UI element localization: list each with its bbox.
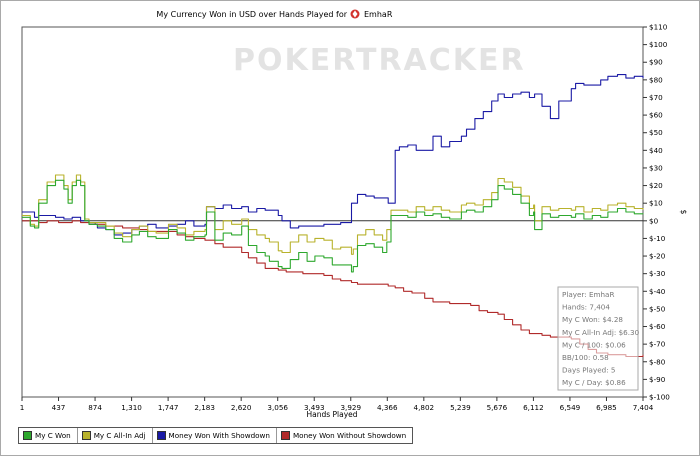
x-tick-label: 2,620: [231, 403, 252, 412]
stats-box: Player: EmhaR Hands: 7,404 My C Won: $4.28…: [557, 286, 640, 391]
y-tick-label: $0: [649, 216, 659, 225]
legend-swatch: [23, 431, 32, 440]
legend-item[interactable]: My C Won: [19, 428, 77, 443]
x-tick-label: 6,549: [560, 403, 581, 412]
stats-line: My C / 100: $0.06: [562, 340, 626, 349]
y-tick-label: $20: [649, 181, 663, 190]
y-tick-label: $-80: [649, 357, 666, 366]
x-tick-label: 6,985: [596, 403, 617, 412]
legend-item[interactable]: Money Won With Showdown: [151, 428, 276, 443]
y-tick-label: $30: [649, 163, 663, 172]
x-axis-title: Hands Played: [306, 410, 357, 419]
series-layer: [22, 74, 644, 358]
x-tick-label: 6,112: [523, 403, 544, 412]
legend-label: Money Won With Showdown: [168, 431, 270, 440]
legend-swatch: [81, 431, 91, 440]
stats-line: Hands: 7,404: [562, 303, 610, 312]
y-tick-label: $60: [649, 111, 663, 120]
x-tick-label: 3,056: [267, 403, 288, 412]
chart-title: My Currency Won in USD over Hands Played…: [156, 10, 347, 19]
plot-area: [21, 26, 644, 398]
axis-ticks: 1 437 874 1,310 1,747 2,183 2,620 3,056 3,493 3,9…: [20, 23, 671, 413]
y-tick-label: $-20: [649, 252, 666, 261]
x-tick-label: 3,493: [304, 403, 325, 412]
y-tick-label: $-40: [649, 287, 666, 296]
legend-item[interactable]: My C All-In Adj: [76, 428, 152, 443]
legend-swatch: [156, 431, 166, 440]
y-tick-label: $50: [649, 128, 663, 137]
series-line-my-c-won: [22, 179, 644, 273]
stats-line: BB/100: 0.58: [562, 353, 609, 362]
x-tick-label: 1,310: [121, 403, 142, 412]
legend-label: Money Won Without Showdown: [292, 431, 407, 440]
y-tick-label: $-60: [649, 322, 666, 331]
y-tick-label: $70: [649, 93, 663, 102]
x-tick-label: 5,676: [487, 403, 508, 412]
y-tick-label: $-100: [649, 393, 670, 402]
y-tick-label: $10: [649, 199, 663, 208]
y-tick-label: $-70: [649, 340, 666, 349]
watermark: POKERTRACKER: [233, 43, 526, 78]
y-tick-label: $-90: [649, 375, 666, 384]
series-line-money-won-with-showdown: [22, 74, 644, 236]
x-tick-label: 874: [88, 403, 102, 412]
series-line-my-c-all-in-adj: [22, 174, 644, 255]
poker-logo-icon: [350, 9, 360, 19]
stats-line: My C Won: $4.28: [562, 315, 623, 324]
x-tick-label: 3,929: [340, 403, 361, 412]
player-name: EmhaR: [364, 10, 393, 19]
y-tick-label: $100: [649, 40, 668, 49]
legend-label: My C Won: [35, 431, 71, 440]
x-tick-label: 437: [52, 403, 66, 412]
y-tick-label: $110: [649, 23, 668, 32]
series-line-money-won-without-showdown: [22, 220, 644, 358]
y-tick-label: $80: [649, 75, 663, 84]
stats-line: My C / Day: $0.86: [562, 378, 626, 387]
y-axis-title: $: [679, 210, 688, 215]
x-tick-label: 2,183: [194, 403, 215, 412]
x-tick-label: 1: [20, 403, 25, 412]
stats-line: My C All-In Adj: $6.30: [562, 328, 640, 337]
y-tick-label: $40: [649, 146, 663, 155]
x-tick-label: 1,747: [158, 403, 179, 412]
y-tick-label: $-30: [649, 269, 666, 278]
x-tick-label: 4,802: [414, 403, 435, 412]
legend-swatch: [280, 431, 290, 440]
stats-line: Days Played: 5: [562, 366, 615, 375]
stats-line: Player: EmhaR: [562, 290, 614, 299]
legend-item[interactable]: Money Won Without Showdown: [275, 428, 412, 443]
legend: My C Won My C All-In Adj Money Won With Sh…: [18, 427, 414, 444]
y-tick-label: $-10: [649, 234, 666, 243]
y-tick-label: $90: [649, 58, 663, 67]
stats-box-frame: [557, 286, 639, 391]
x-tick-label: 7,404: [633, 403, 654, 412]
legend-label: My C All-In Adj: [93, 431, 146, 440]
y-tick-label: $-50: [649, 304, 666, 313]
x-tick-label: 4,366: [377, 403, 398, 412]
x-tick-label: 5,239: [450, 403, 471, 412]
watermark-text: POKERTRACKER: [233, 43, 526, 78]
